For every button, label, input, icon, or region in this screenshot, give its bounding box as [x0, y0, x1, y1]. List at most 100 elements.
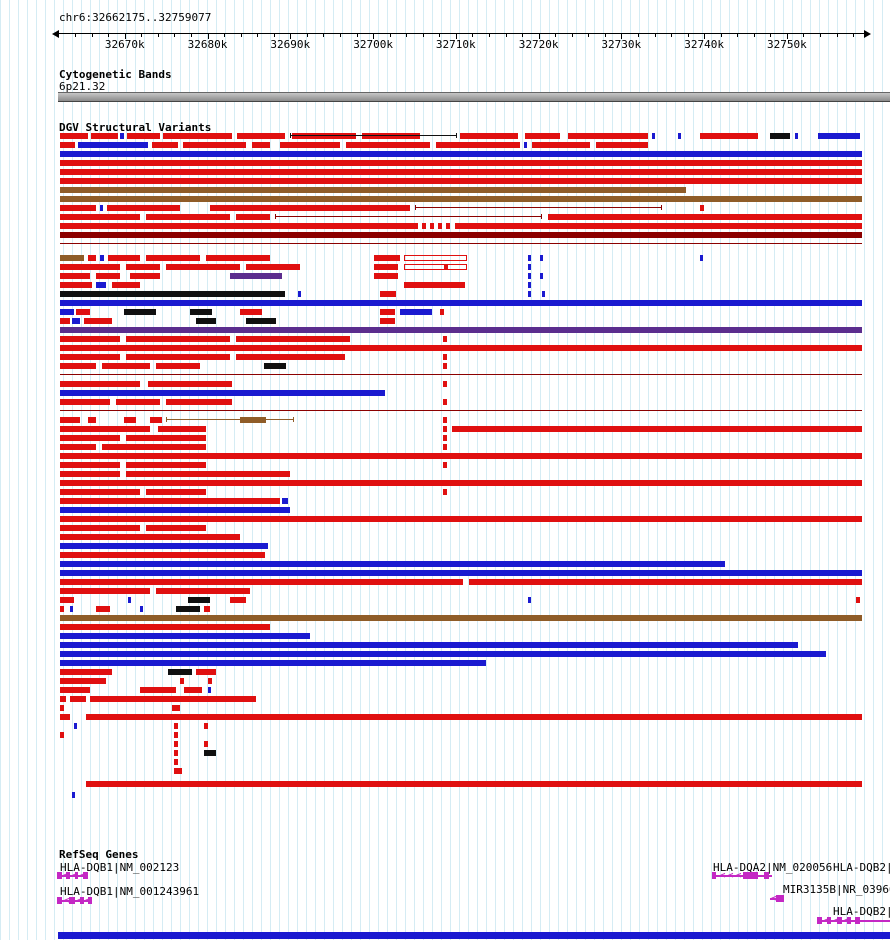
variant-segment[interactable]: [176, 606, 200, 612]
variant-segment[interactable]: [183, 142, 246, 148]
variant-segment[interactable]: [818, 133, 860, 139]
variant-segment[interactable]: [86, 781, 862, 787]
variant-segment[interactable]: [140, 606, 143, 612]
variant-segment[interactable]: [60, 606, 64, 612]
variant-segment[interactable]: [126, 264, 160, 270]
gene-intron-line[interactable]: [817, 920, 890, 922]
variant-segment[interactable]: [60, 345, 862, 351]
variant-segment[interactable]: [107, 205, 180, 211]
gene-exon[interactable]: [83, 872, 88, 879]
variant-segment[interactable]: [700, 133, 758, 139]
variant-segment[interactable]: [60, 381, 140, 387]
variant-segment[interactable]: [524, 142, 527, 148]
variant-segment[interactable]: [208, 678, 212, 684]
variant-segment[interactable]: [88, 255, 96, 261]
gene-exon[interactable]: [855, 917, 860, 924]
variant-segment[interactable]: [60, 669, 112, 675]
variant-segment[interactable]: [404, 264, 467, 270]
variant-segment[interactable]: [60, 336, 120, 342]
variant-segment[interactable]: [130, 273, 160, 279]
variant-segment[interactable]: [60, 426, 150, 432]
variant-segment[interactable]: [60, 318, 70, 324]
variant-segment[interactable]: [124, 417, 136, 423]
gene-exon[interactable]: [827, 917, 831, 924]
variant-segment[interactable]: [443, 426, 447, 432]
variant-segment[interactable]: [60, 255, 84, 261]
variant-segment[interactable]: [60, 354, 120, 360]
variant-segment[interactable]: [60, 588, 150, 594]
variant-segment[interactable]: [60, 552, 265, 558]
variant-segment[interactable]: [290, 133, 457, 138]
variant-segment[interactable]: [196, 318, 216, 324]
variant-segment[interactable]: [158, 426, 206, 432]
variant-segment[interactable]: [60, 300, 862, 306]
gene-exon[interactable]: [75, 872, 78, 879]
variant-segment[interactable]: [70, 606, 73, 612]
variant-segment[interactable]: [400, 309, 432, 315]
variant-segment[interactable]: [128, 597, 131, 603]
variant-segment[interactable]: [60, 624, 270, 630]
variant-segment[interactable]: [120, 133, 124, 139]
variant-segment[interactable]: [542, 291, 545, 297]
variant-segment[interactable]: [204, 741, 208, 747]
variant-segment[interactable]: [112, 282, 140, 288]
variant-segment[interactable]: [60, 187, 686, 193]
variant-segment[interactable]: [60, 390, 385, 396]
variant-segment[interactable]: [124, 309, 156, 315]
variant-segment[interactable]: [60, 169, 862, 175]
variant-segment[interactable]: [60, 374, 862, 375]
gene-exon[interactable]: [847, 917, 851, 924]
variant-segment[interactable]: [60, 363, 96, 369]
variant-segment[interactable]: [444, 264, 448, 270]
variant-segment[interactable]: [528, 291, 531, 297]
variant-segment[interactable]: [188, 597, 210, 603]
variant-segment[interactable]: [230, 597, 246, 603]
variant-segment[interactable]: [60, 480, 862, 486]
variant-segment[interactable]: [525, 133, 560, 139]
variant-segment[interactable]: [166, 399, 232, 405]
variant-segment[interactable]: [102, 363, 150, 369]
variant-segment[interactable]: [156, 363, 200, 369]
variant-segment[interactable]: [540, 255, 543, 261]
variant-segment[interactable]: [60, 417, 80, 423]
variant-segment[interactable]: [60, 471, 120, 477]
variant-segment[interactable]: [166, 264, 240, 270]
variant-segment[interactable]: [280, 142, 340, 148]
gene-exon[interactable]: [776, 895, 784, 902]
variant-segment[interactable]: [126, 354, 230, 360]
variant-segment[interactable]: [60, 642, 798, 648]
variant-segment[interactable]: [60, 453, 862, 459]
variant-segment[interactable]: [146, 489, 206, 495]
variant-segment[interactable]: [374, 273, 398, 279]
variant-segment[interactable]: [78, 142, 148, 148]
variant-segment[interactable]: [146, 255, 200, 261]
gene-intron-line[interactable]: [57, 875, 88, 877]
variant-segment[interactable]: [443, 435, 447, 441]
variant-segment[interactable]: [196, 669, 216, 675]
variant-segment[interactable]: [76, 309, 90, 315]
variant-segment[interactable]: [86, 714, 862, 720]
variant-segment[interactable]: [60, 615, 862, 621]
variant-segment[interactable]: [163, 133, 232, 139]
variant-segment[interactable]: [60, 696, 66, 702]
variant-segment[interactable]: [60, 462, 120, 468]
variant-segment[interactable]: [528, 273, 531, 279]
variant-segment[interactable]: [246, 318, 276, 324]
variant-segment[interactable]: [652, 133, 655, 139]
variant-segment[interactable]: [443, 363, 447, 369]
variant-segment[interactable]: [174, 741, 178, 747]
variant-segment[interactable]: [174, 759, 178, 765]
variant-segment[interactable]: [60, 660, 486, 666]
variant-segment[interactable]: [469, 579, 862, 585]
variant-segment[interactable]: [206, 255, 270, 261]
gene-exon[interactable]: [66, 872, 70, 879]
variant-segment[interactable]: [298, 291, 301, 297]
variant-segment[interactable]: [60, 678, 106, 684]
variant-segment[interactable]: [150, 417, 162, 423]
variant-segment[interactable]: [700, 255, 703, 261]
variant-segment[interactable]: [100, 255, 104, 261]
variant-segment[interactable]: [72, 792, 75, 798]
variant-segment[interactable]: [60, 264, 120, 270]
cytoband-bar[interactable]: [58, 92, 890, 102]
horizontal-scrollbar[interactable]: [58, 932, 890, 939]
